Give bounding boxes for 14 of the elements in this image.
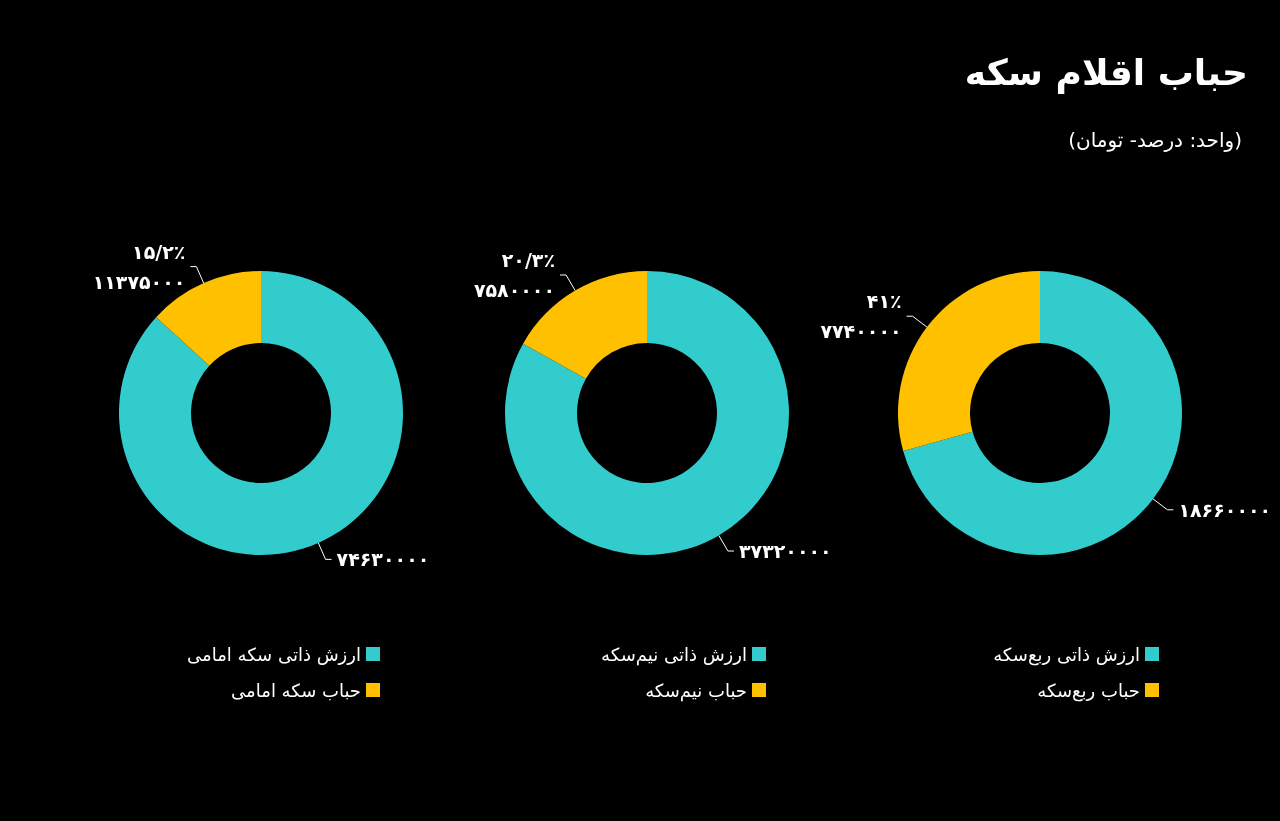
data-label: ۱۸۶۶۰۰۰۰ — [1178, 498, 1272, 521]
legend-label: حباب سکه امامی — [231, 679, 361, 701]
data-label: ۲۰/۳٪ ۷۵۸۰۰۰۰ — [473, 248, 556, 301]
data-label: ۷۴۶۳۰۰۰۰ — [336, 548, 430, 571]
data-label: ۴۱٪ ۷۷۴۰۰۰۰ — [820, 290, 902, 343]
legend-label: حباب نیم‌سکه — [645, 679, 747, 702]
legend-label: ارزش ذاتی نیم‌سکه — [601, 643, 747, 666]
legend-label: ارزش ذاتی سکه امامی — [187, 643, 361, 665]
data-label: ۱۵/۲٪ ۱۱۳۷۵۰۰۰ — [92, 240, 186, 293]
legend-label: ارزش ذاتی ربع‌سکه — [993, 643, 1140, 666]
chart-subtitle: (واحد: درصد- تومان) — [1068, 128, 1242, 152]
chart-title: حباب اقلام سکه — [964, 52, 1248, 93]
data-label: ۳۷۳۲۰۰۰۰ — [738, 540, 832, 563]
legend-label: حباب ربع‌سکه — [1037, 679, 1140, 702]
